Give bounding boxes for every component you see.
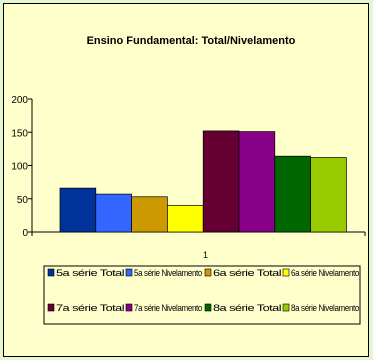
chart-title: Ensino Fundamental: Total/Nivelamento [87, 35, 296, 47]
x-tick-label: 1 [203, 250, 208, 260]
legend-swatch-7a-s-rie-nivelamento [125, 303, 133, 312]
bar-8a-s-rie-nivelamento [310, 157, 347, 233]
y-tick-label: 50 [17, 195, 29, 206]
legend-label-8a-s-rie-nivelamento: 8a série Nivelamento [291, 303, 359, 313]
legend-label-6a-s-rie-nivelamento: 6a série Nivelamento [291, 268, 359, 278]
bar-6a-s-rie-total [131, 196, 168, 233]
bars [59, 130, 347, 233]
bar-7a-s-rie-total [202, 130, 240, 233]
legend-swatch-6a-s-rie-nivelamento [282, 268, 290, 277]
legend-label-7a-s-rie-total: 7a série Total [56, 303, 125, 313]
legend-label-7a-s-rie-nivelamento: 7a série Nivelamento [134, 303, 202, 313]
legend: 5a série Total 5a série Nivelamento 6a sér… [43, 265, 361, 325]
legend-swatch-5a-s-rie-total [47, 268, 55, 277]
bar-5a-s-rie-total [59, 187, 97, 233]
legend-swatch-7a-s-rie-total [47, 303, 55, 312]
legend-swatch-8a-s-rie-nivelamento [282, 303, 290, 312]
y-tick-label: 0 [22, 228, 28, 239]
y-tick-label: 100 [11, 162, 28, 173]
legend-swatch-8a-s-rie-total [204, 303, 212, 312]
y-tick-label: 200 [11, 95, 28, 106]
legend-swatch-5a-s-rie-nivelamento [125, 268, 133, 277]
legend-label-5a-s-rie-nivelamento: 5a série Nivelamento [134, 268, 202, 278]
bar-8a-s-rie-total [274, 155, 311, 233]
legend-box [43, 265, 361, 325]
legend-label-6a-s-rie-total: 6a série Total [213, 268, 282, 278]
y-tick-label: 150 [11, 128, 28, 139]
legend-label-5a-s-rie-total: 5a série Total [56, 268, 125, 278]
legend-label-8a-s-rie-total: 8a série Total [213, 303, 282, 313]
bar-5a-s-rie-nivelamento [95, 193, 132, 233]
legend-swatch-6a-s-rie-total [204, 268, 212, 277]
bar-7a-s-rie-nivelamento [238, 131, 276, 233]
bar-6a-s-rie-nivelamento [167, 205, 204, 233]
